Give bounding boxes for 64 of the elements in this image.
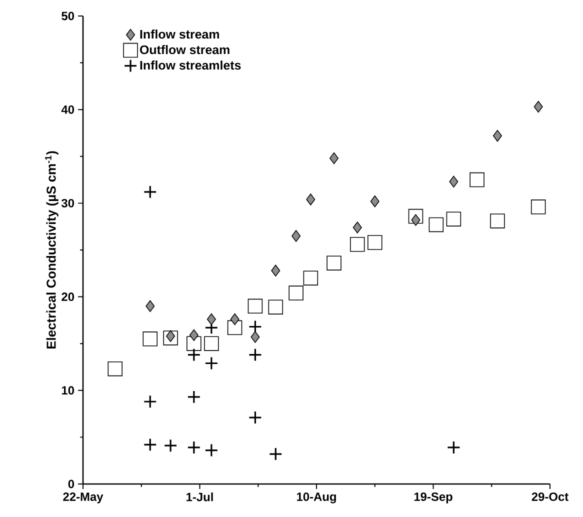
- point: [248, 410, 262, 424]
- point: [490, 214, 505, 228]
- point: [446, 440, 460, 454]
- point: [143, 394, 157, 408]
- point: [166, 330, 176, 342]
- point: [206, 313, 216, 326]
- point: [268, 447, 282, 461]
- point: [446, 212, 462, 226]
- point: [142, 332, 158, 346]
- point: [204, 356, 218, 370]
- point: [268, 300, 284, 314]
- point: [163, 330, 178, 346]
- point: [164, 438, 178, 452]
- point: [370, 195, 380, 208]
- point: [408, 208, 424, 224]
- point: [248, 348, 262, 362]
- point: [449, 176, 458, 188]
- point: [411, 214, 420, 226]
- point: [143, 185, 157, 199]
- y-tick-label: 50: [62, 12, 74, 20]
- point: [352, 222, 362, 234]
- point: [187, 390, 201, 404]
- point: [248, 298, 263, 314]
- point: [187, 440, 201, 454]
- point: [204, 444, 218, 458]
- point: [248, 320, 262, 334]
- point: [189, 329, 198, 342]
- point: [326, 256, 342, 270]
- x-tick-label: 10-Aug: [297, 492, 336, 504]
- point: [186, 336, 202, 351]
- point: [368, 235, 382, 250]
- point: [292, 230, 301, 242]
- point: [428, 217, 444, 232]
- y-axis-title: Electrical Conductivity (µS cm$^{-1}$): [45, 151, 58, 349]
- point: [530, 200, 546, 214]
- legend-label: Outflow stream: [140, 45, 230, 54]
- point: [271, 264, 280, 276]
- point: [330, 152, 339, 164]
- x-tick-label: 22-May: [63, 492, 104, 504]
- y-tick-label: 0: [68, 480, 74, 488]
- point: [534, 100, 543, 113]
- point: [108, 361, 122, 376]
- point: [470, 172, 484, 188]
- point: [204, 336, 219, 351]
- point: [350, 236, 365, 252]
- x-tick-label: 29-Oct: [532, 492, 568, 501]
- y-tick-label: 30: [61, 198, 74, 208]
- point: [143, 438, 157, 452]
- point: [288, 286, 304, 300]
- point: [306, 194, 316, 206]
- y-tick-label: 40: [61, 105, 74, 114]
- point: [492, 130, 502, 142]
- legend-label: Inflow streamlets: [140, 60, 241, 70]
- point: [227, 320, 242, 336]
- point: [187, 348, 201, 362]
- x-tick-label: 1-Jul: [186, 492, 213, 502]
- y-tick-label: 20: [62, 292, 74, 302]
- point: [146, 300, 155, 312]
- legend-label: Inflow stream: [140, 30, 219, 39]
- point: [303, 270, 318, 286]
- x-tick-label: 19-Sep: [414, 492, 452, 504]
- point: [250, 331, 260, 343]
- y-tick-label: 10: [62, 386, 74, 395]
- point: [230, 313, 240, 326]
